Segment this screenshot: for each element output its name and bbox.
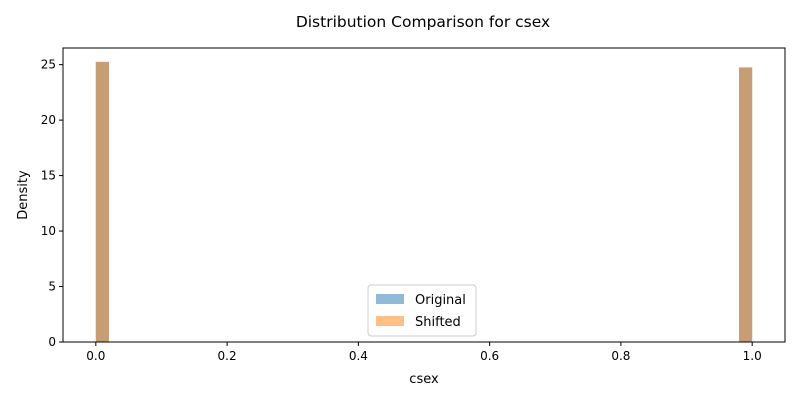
y-tick-label: 15 bbox=[41, 169, 56, 183]
x-tick-label: 0.6 bbox=[480, 349, 499, 363]
x-tick-label: 1.0 bbox=[743, 349, 762, 363]
bar-shifted-0 bbox=[95, 61, 109, 343]
bar-shifted-1 bbox=[739, 67, 753, 342]
plot-frame bbox=[62, 47, 786, 343]
y-tick-label: 20 bbox=[41, 113, 56, 127]
x-axis: 0.0 0.2 0.4 0.6 0.8 1.0 bbox=[86, 342, 762, 363]
legend-label-shifted: Shifted bbox=[415, 315, 461, 330]
y-tick-label: 5 bbox=[48, 280, 56, 294]
y-tick-label: 0 bbox=[48, 335, 56, 349]
legend-swatch-original bbox=[376, 294, 404, 304]
x-tick-label: 0.0 bbox=[86, 349, 105, 363]
legend: Original Shifted bbox=[367, 284, 477, 337]
bars-layer bbox=[95, 61, 753, 343]
y-axis: 0 5 10 15 20 25 bbox=[41, 58, 63, 349]
y-tick-label: 10 bbox=[41, 224, 56, 238]
legend-swatch-shifted bbox=[376, 316, 404, 326]
x-axis-label: csex bbox=[409, 372, 439, 387]
y-axis-label: Density bbox=[16, 170, 31, 220]
x-tick-label: 0.4 bbox=[349, 349, 368, 363]
legend-label-original: Original bbox=[415, 293, 466, 308]
y-tick-label: 25 bbox=[41, 58, 56, 72]
chart-title: Distribution Comparison for csex bbox=[296, 13, 550, 31]
x-tick-label: 0.2 bbox=[218, 349, 237, 363]
x-tick-label: 0.8 bbox=[611, 349, 630, 363]
